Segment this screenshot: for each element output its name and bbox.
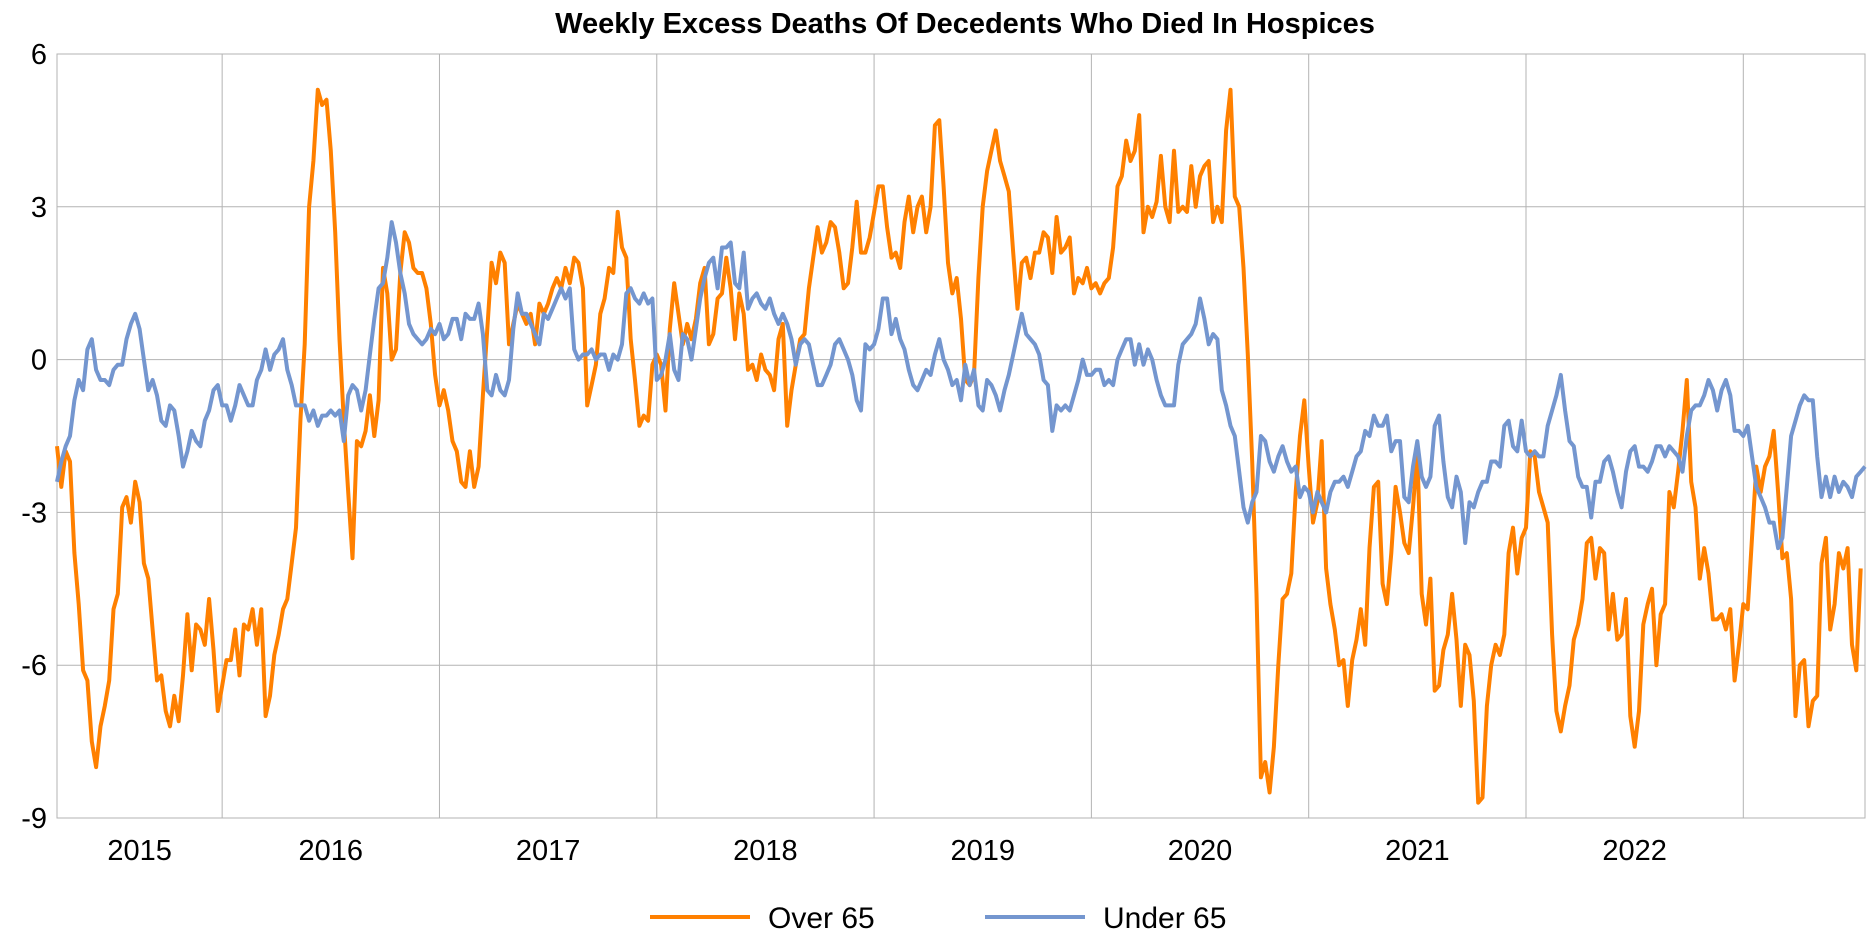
legend-label: Under 65 — [1103, 902, 1226, 935]
y-tick-label: 3 — [31, 192, 47, 224]
y-tick-label: -9 — [21, 803, 47, 835]
series-line-over-65 — [55, 87, 1863, 805]
x-tick-label: 2022 — [1602, 835, 1667, 867]
x-tick-label: 2018 — [733, 835, 798, 867]
legend: Over 65 Under 65 — [650, 902, 1226, 935]
y-axis: 6 3 0 -3 -6 -9 — [21, 39, 47, 835]
y-tick-label: -6 — [21, 650, 47, 682]
grid — [57, 53, 1865, 819]
legend-label: Over 65 — [768, 902, 875, 935]
x-tick-label: 2020 — [1168, 835, 1233, 867]
y-tick-label: 0 — [31, 345, 47, 377]
x-tick-label: 2015 — [107, 835, 172, 867]
x-tick-label: 2016 — [299, 835, 364, 867]
series-line-under-65 — [55, 220, 1867, 551]
plot-frame — [56, 53, 1866, 819]
y-tick-label: 6 — [31, 39, 47, 71]
x-axis: 2015 2016 2017 2018 2019 2020 2021 2022 — [107, 835, 1667, 867]
x-tick-label: 2019 — [950, 835, 1015, 867]
series-layer — [55, 87, 1867, 805]
y-tick-label: -3 — [21, 497, 47, 529]
x-tick-label: 2017 — [516, 835, 581, 867]
chart-title: Weekly Excess Deaths Of Decedents Who Di… — [555, 8, 1375, 40]
x-tick-label: 2021 — [1385, 835, 1450, 867]
